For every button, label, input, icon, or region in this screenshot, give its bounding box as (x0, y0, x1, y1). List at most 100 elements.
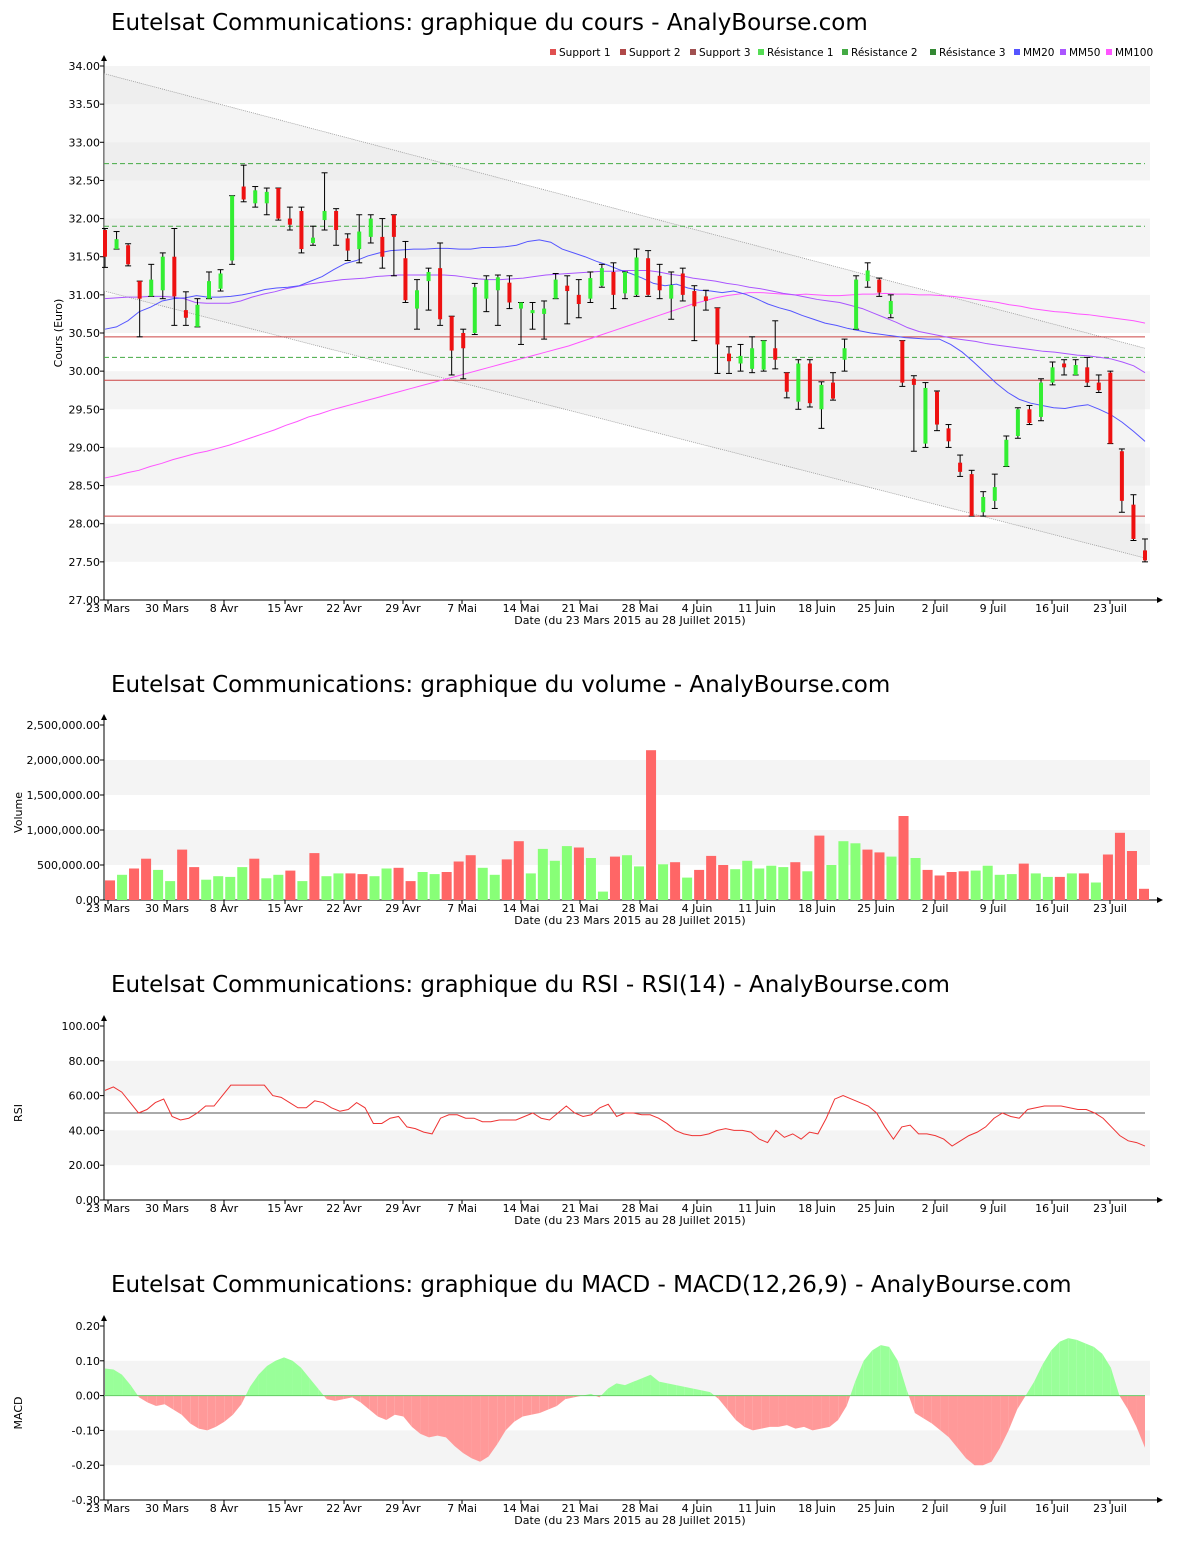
volume-bar (766, 865, 777, 900)
x-tick-label: 15 Avr (267, 602, 303, 615)
macd-area-segment (769, 1395, 779, 1427)
macd-area-segment (335, 1395, 344, 1401)
candle-body (183, 310, 188, 318)
y-tick-label: 33.00 (69, 136, 101, 149)
legend-swatch (690, 49, 696, 55)
legend-swatch (758, 49, 764, 55)
x-tick-label: 2 Juil (922, 902, 949, 915)
x-tick-label: 29 Avr (385, 1502, 421, 1515)
candle-body (172, 256, 177, 297)
candle-body (680, 273, 685, 295)
x-tick-label: 28 Mai (622, 602, 659, 615)
macd-area-segment (625, 1381, 634, 1396)
macd-area-segment (983, 1395, 992, 1466)
x-tick-label: 16 Juil (1035, 1502, 1069, 1515)
volume-bar (862, 849, 873, 900)
volume-bar (273, 874, 284, 900)
volume-bar (1078, 873, 1089, 900)
macd-area-segment (531, 1395, 540, 1415)
x-tick-label: 8 Avr (210, 1202, 239, 1215)
volume-bar (357, 874, 368, 900)
candle-body (1050, 367, 1055, 383)
candle-body (703, 296, 708, 301)
x-tick-label: 4 Juin (682, 1202, 713, 1215)
macd-area-segment (241, 1395, 246, 1405)
macd-area-segment (872, 1345, 881, 1396)
x-tick-label: 2 Juil (922, 1502, 949, 1515)
volume-bar (658, 864, 669, 900)
x-tick-label: 8 Avr (210, 1502, 239, 1515)
y-tick-label: 60.00 (69, 1090, 101, 1103)
candle-body (981, 497, 986, 513)
y-tick-label: 0.20 (76, 1320, 101, 1333)
y-tick-label: -0.20 (72, 1459, 100, 1472)
macd-area-segment (948, 1395, 958, 1448)
macd-area-segment (420, 1395, 429, 1438)
volume-bar (802, 871, 813, 900)
legend-label: Support 2 (629, 47, 681, 59)
candle-body (807, 363, 812, 404)
volume-bar (249, 858, 260, 900)
x-tick-label: 14 Mai (503, 1202, 540, 1215)
macd-area-segment (437, 1395, 446, 1438)
y-tick-label: -0.30 (72, 1494, 100, 1507)
macd-area-segment (352, 1395, 361, 1403)
macd-chart: -0.30 -0.20 -0.10 0.00 0.10 0.20 23 Mars 30 Mar… (12, 1315, 1163, 1527)
candle-body (484, 279, 489, 299)
candle-body (461, 333, 466, 349)
x-axis-arrow (1157, 897, 1163, 903)
rsi-panel: Eutelsat Communications: graphique du RS… (0, 960, 1200, 1240)
x-tick-label: 21 Mai (562, 902, 599, 915)
macd-area-segment (394, 1395, 404, 1417)
macd-area-segment (752, 1395, 762, 1431)
y-axis-arrow (101, 1015, 107, 1021)
x-tick-label: 23 Mars (86, 902, 130, 915)
macd-area-segment (701, 1390, 711, 1396)
macd-area-segment (113, 1369, 123, 1396)
macd-area-segment (957, 1395, 966, 1459)
x-tick-label: 11 Juin (738, 602, 776, 615)
mm50-line (104, 269, 1146, 374)
x-tick-label: 23 Mars (86, 1202, 130, 1215)
volume-bar (417, 872, 428, 900)
candle-body (1015, 409, 1020, 436)
x-axis-arrow (1157, 1497, 1163, 1503)
volume-bar (1102, 854, 1113, 900)
candle-body (634, 257, 639, 295)
candle-body (1062, 363, 1067, 368)
legend-swatch (1060, 49, 1066, 55)
candle-body (391, 214, 396, 237)
candle-body (276, 188, 281, 219)
candle-body (415, 290, 419, 309)
x-tick-label: 8 Avr (210, 902, 239, 915)
volume-bar (165, 881, 176, 900)
macd-area-segment (156, 1395, 165, 1407)
candle-body (738, 355, 743, 364)
macd-area-segment (616, 1383, 625, 1396)
x-tick-label: 14 Mai (503, 602, 540, 615)
y-tick-label: 34.00 (69, 60, 101, 73)
macd-area-segment (710, 1392, 715, 1396)
volume-bar (1006, 874, 1017, 900)
y-tick-label: -0.10 (72, 1424, 100, 1437)
plot-band (104, 142, 1150, 181)
candle-body (380, 236, 385, 257)
candle-body (438, 268, 443, 320)
macd-area-segment (139, 1395, 148, 1403)
macd-chart-title: Eutelsat Communications: graphique du MA… (111, 1272, 1072, 1298)
legend-swatch (842, 49, 848, 55)
volume-bar (117, 874, 128, 900)
legend-label: MM100 (1115, 47, 1153, 59)
price-chart: 27.00 27.50 28.00 28.50 29.00 29.50 30.00 30.50… (52, 47, 1163, 627)
volume-bar (874, 852, 885, 900)
volume-bar (826, 865, 837, 900)
candle-body (784, 372, 789, 392)
candle-body (1096, 382, 1101, 391)
macd-area-segment (505, 1395, 515, 1431)
x-axis-title: Date (du 23 Mars 2015 au 28 Juillet 2015… (514, 914, 745, 927)
x-tick-label: 28 Mai (622, 902, 659, 915)
plot-band (104, 523, 1150, 562)
macd-area-segment (1008, 1395, 1018, 1431)
volume-bar (237, 867, 248, 900)
x-tick-label: 22 Avr (326, 1202, 362, 1215)
